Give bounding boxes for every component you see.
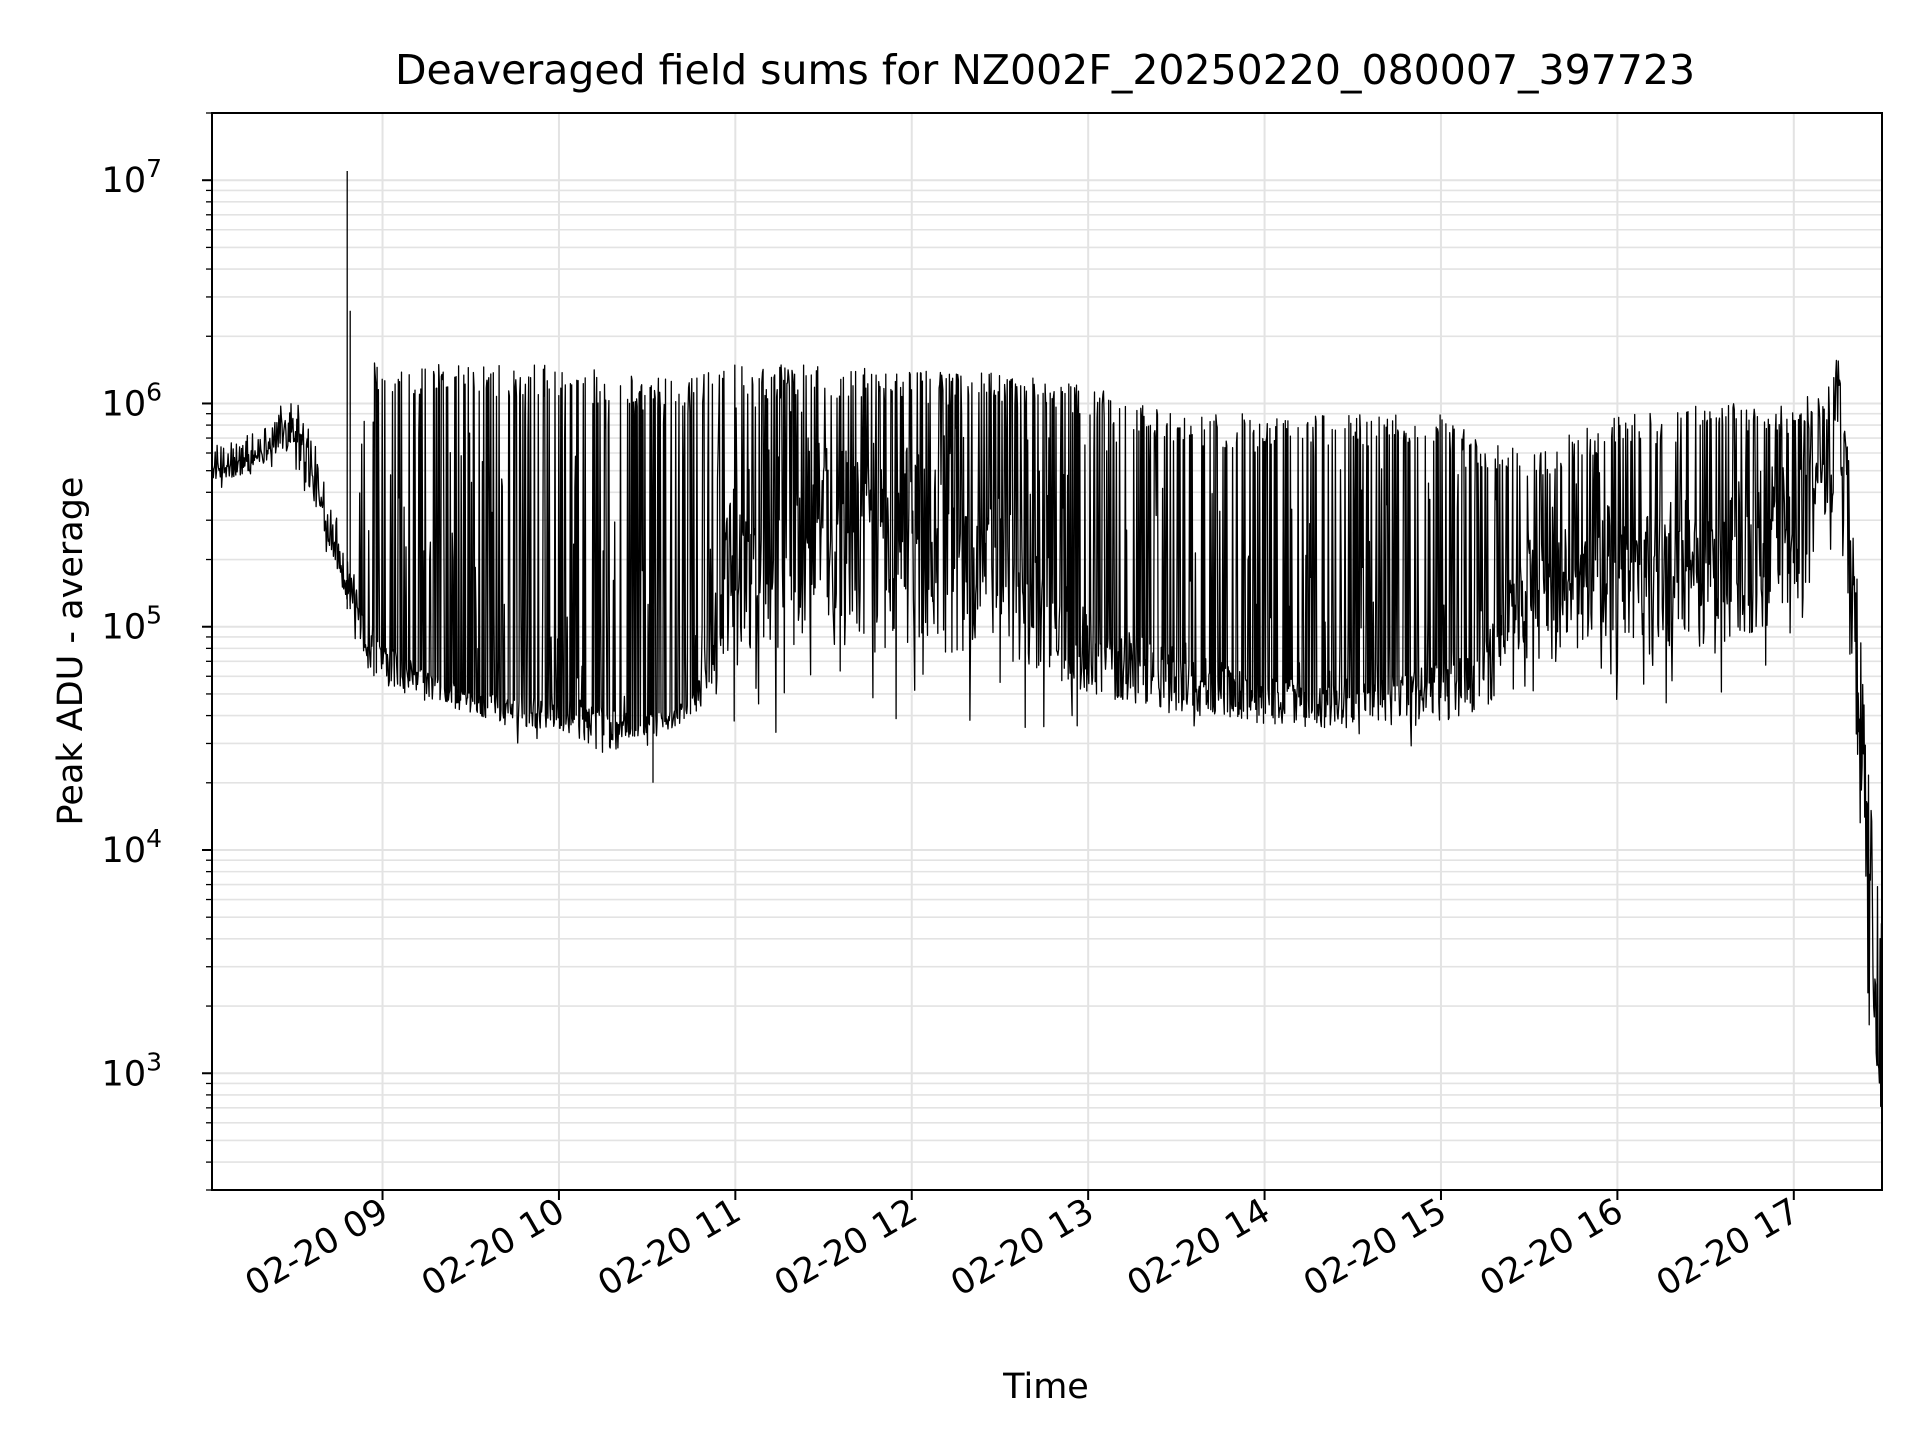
y-tick-label: 105: [102, 601, 162, 648]
y-tick-label: 107: [102, 154, 162, 201]
x-axis-label: Time: [1002, 1367, 1089, 1407]
y-tick-label: 103: [102, 1047, 162, 1094]
series-line: [211, 171, 1883, 1108]
chart-title: Deaveraged field sums for NZ002F_2025022…: [395, 46, 1695, 94]
y-tick-label: 104: [102, 824, 162, 871]
y-tick-label: 106: [102, 377, 162, 424]
data-layer: [211, 171, 1883, 1108]
plot-area-frame: [211, 112, 1883, 1191]
grid-layer: [212, 112, 1882, 1191]
y-axis-label: Peak ADU - average: [51, 477, 91, 826]
